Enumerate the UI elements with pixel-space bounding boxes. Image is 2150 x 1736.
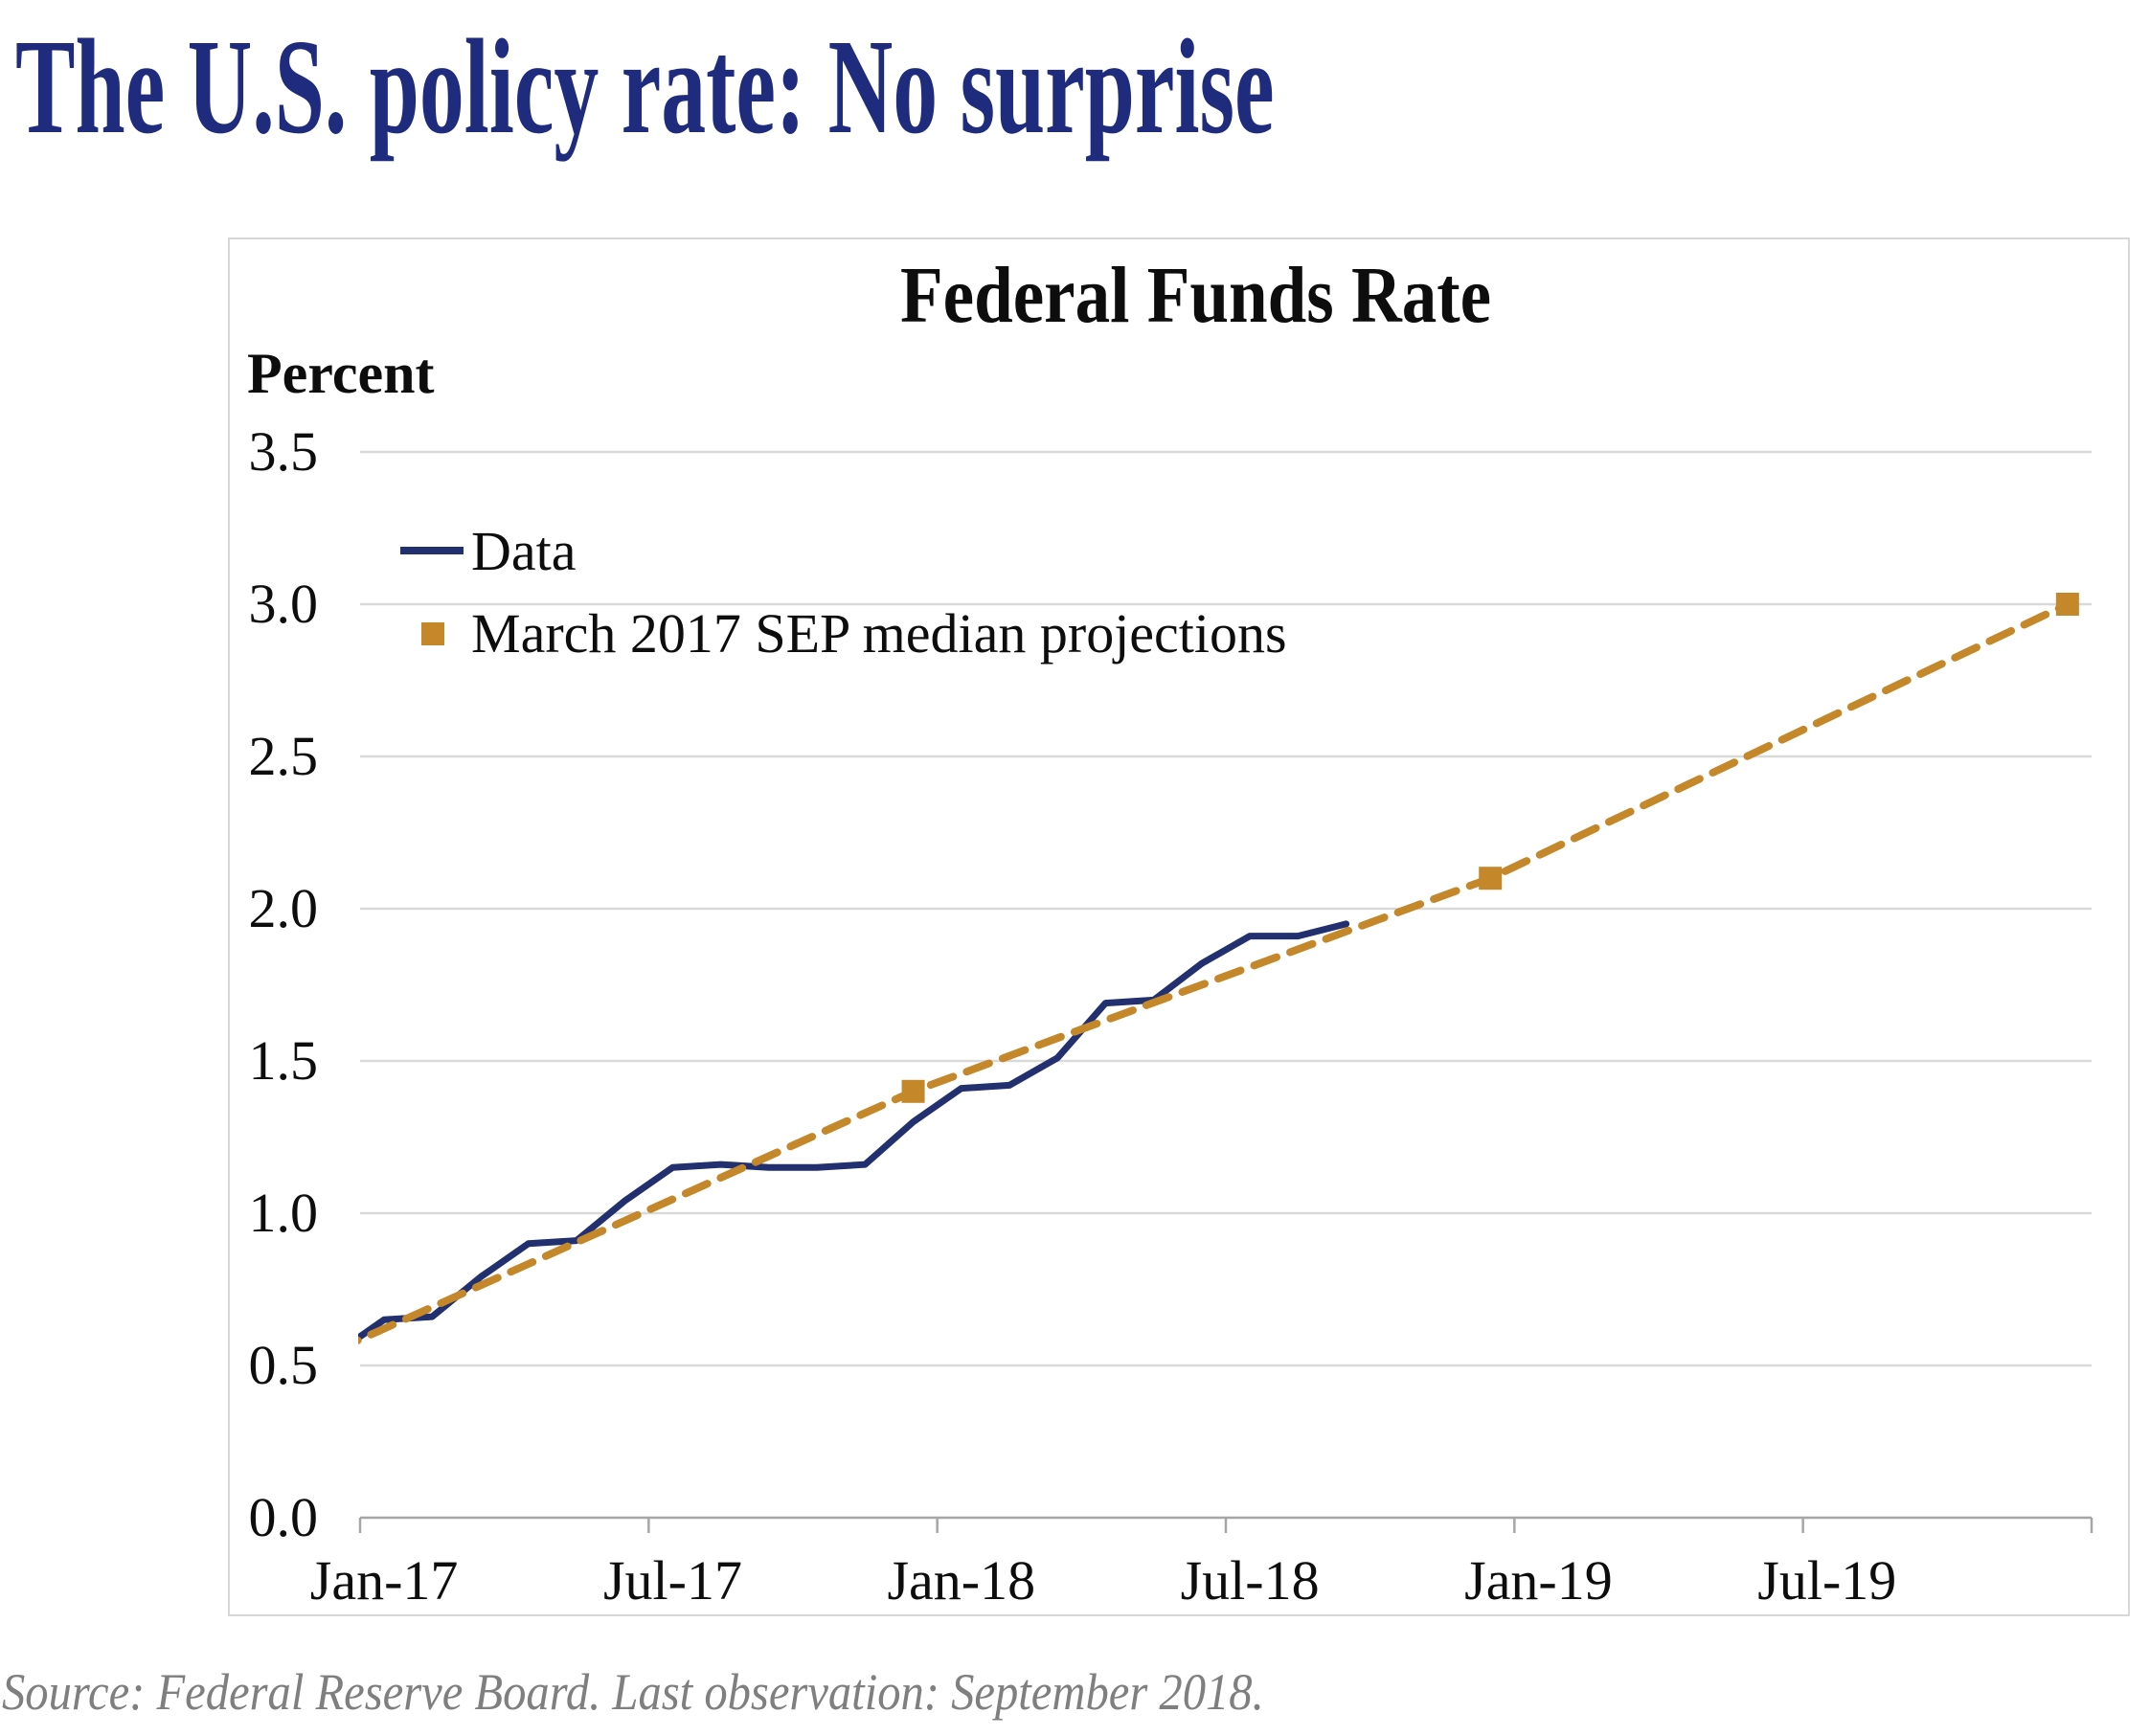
y-tick-label: 0.5 [248, 1334, 319, 1396]
projection-marker [1479, 867, 1503, 891]
x-tick-label: Jul-18 [1180, 1549, 1320, 1612]
x-tick-label: Jan-19 [1464, 1549, 1613, 1612]
projection-marker [2055, 593, 2079, 616]
chart-frame [228, 237, 2130, 1616]
y-tick-label: 2.5 [248, 725, 319, 787]
data-line [358, 920, 1350, 1342]
legend-projection-label: March 2017 SEP median projections [471, 602, 1287, 665]
y-tick-label: 3.5 [248, 420, 319, 483]
legend-data-label: Data [471, 520, 577, 582]
chart-title: Federal Funds Rate [900, 251, 1492, 340]
y-tick-label: 1.5 [248, 1029, 319, 1092]
legend-data-line-swatch [400, 547, 464, 554]
x-tick-label: Jan-17 [309, 1549, 459, 1612]
legend-projection-square-swatch [421, 622, 444, 645]
projection-line [358, 600, 2071, 1345]
x-tick-label: Jul-17 [602, 1549, 742, 1612]
x-tick-label: Jul-19 [1757, 1549, 1897, 1612]
projection-marker [901, 1079, 925, 1103]
y-tick-label: 3.0 [248, 573, 319, 635]
x-tick-label: Jan-18 [887, 1549, 1036, 1612]
y-tick-label: 1.0 [248, 1182, 319, 1244]
source-note: Source: Federal Reserve Board. Last obse… [2, 1663, 1264, 1721]
page-title: The U.S. policy rate: No surprise [15, 11, 1275, 162]
y-tick-label: 2.0 [248, 877, 319, 939]
y-tick-label: 0.0 [248, 1486, 319, 1548]
y-axis-unit-label: Percent [247, 342, 435, 405]
